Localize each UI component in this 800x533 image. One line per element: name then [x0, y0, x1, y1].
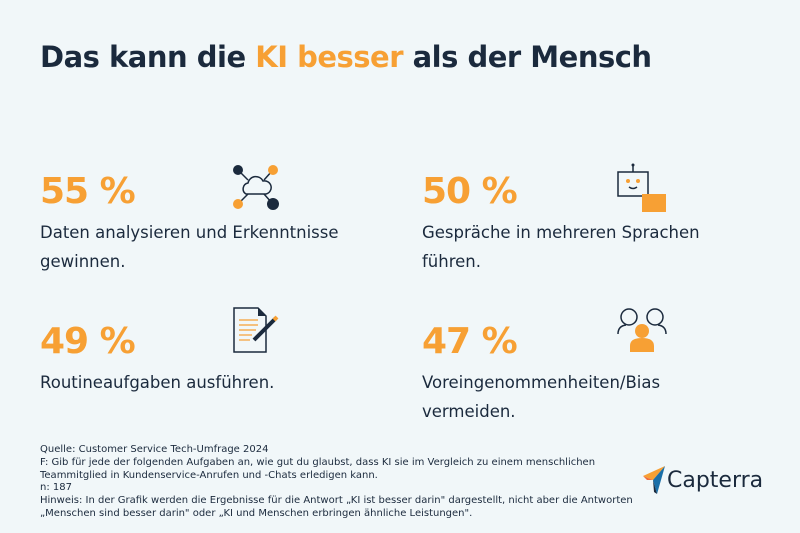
logo-text: Capterra: [667, 467, 764, 493]
stat-routine-tasks: 49 % Routineaufgaben ausführen.: [40, 322, 370, 397]
stat-label: Daten analysieren und Erkenntnisse gewin…: [40, 223, 339, 271]
stat-label: Voreingenommenheiten/Bias vermeiden.: [422, 373, 661, 421]
page-title: Das kann die KI besser als der Mensch: [40, 40, 652, 74]
cloud-network-icon: [233, 165, 279, 210]
source-text: Quelle: Customer Service Tech-Umfrage 20…: [40, 444, 269, 455]
question-text: F: Gib für jede der folgenden Aufgaben a…: [40, 456, 596, 481]
stat-data-analysis: 55 % Daten analysieren und Erkenntnisse …: [40, 172, 370, 276]
footer-notes: Quelle: Customer Service Tech-Umfrage 20…: [40, 444, 640, 521]
document-pencil-icon: [233, 307, 279, 353]
stat-value: 55 %: [40, 171, 136, 212]
stat-value: 47 %: [422, 321, 518, 362]
note-text: Hinweis: In der Grafik werden die Ergebn…: [40, 495, 633, 519]
stat-bias: 47 % Voreingenommenheiten/Bias vermeiden…: [422, 322, 752, 426]
capterra-logo: Capterra: [643, 466, 763, 494]
sample-size: n: 187: [40, 482, 72, 494]
people-icon: [617, 308, 667, 352]
stat-label: Gespräche in mehreren Sprachen führen.: [422, 223, 700, 271]
robot-chat-icon: [617, 163, 666, 212]
stat-languages: 50 % Gespräche in mehreren Sprachen führ…: [422, 172, 752, 276]
stat-value: 50 %: [422, 171, 518, 212]
stat-value: 49 %: [40, 321, 136, 362]
capterra-logo-icon: [643, 466, 665, 494]
stat-label: Routineaufgaben ausführen.: [40, 373, 275, 392]
